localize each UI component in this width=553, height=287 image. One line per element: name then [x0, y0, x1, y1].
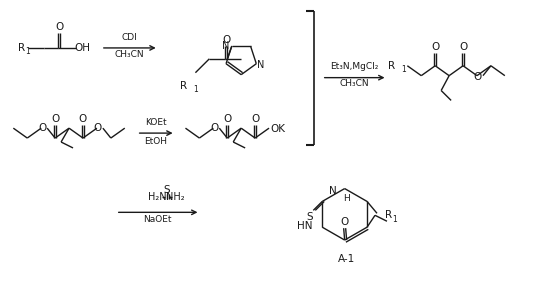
- Text: H₂N: H₂N: [148, 193, 167, 202]
- Text: S: S: [306, 212, 312, 222]
- Text: KOEt: KOEt: [145, 118, 166, 127]
- Text: O: O: [223, 114, 231, 124]
- Text: R: R: [180, 81, 187, 91]
- Text: H: H: [343, 194, 350, 203]
- Text: R: R: [388, 61, 395, 71]
- Text: N: N: [222, 41, 230, 51]
- Text: O: O: [474, 72, 482, 82]
- Text: O: O: [55, 22, 63, 32]
- Text: O: O: [94, 123, 102, 133]
- Text: A-1: A-1: [338, 254, 355, 264]
- Text: Et₃N,MgCl₂: Et₃N,MgCl₂: [331, 62, 379, 71]
- Text: N: N: [329, 185, 337, 195]
- Text: EtOH: EtOH: [144, 137, 167, 146]
- Text: 1: 1: [392, 215, 397, 224]
- Text: OK: OK: [270, 124, 285, 134]
- Text: OH: OH: [74, 43, 90, 53]
- Text: 1: 1: [194, 85, 198, 94]
- Text: O: O: [431, 42, 439, 52]
- Text: S: S: [163, 185, 170, 195]
- Text: 1: 1: [25, 47, 30, 56]
- Text: O: O: [341, 217, 349, 227]
- Text: R: R: [385, 210, 392, 220]
- Text: CH₃CN: CH₃CN: [115, 50, 144, 59]
- Text: O: O: [251, 114, 259, 124]
- Text: O: O: [459, 42, 467, 52]
- Text: HN: HN: [297, 221, 312, 231]
- Text: O: O: [222, 35, 231, 45]
- Text: O: O: [210, 123, 218, 133]
- Text: O: O: [79, 114, 87, 124]
- Text: NH₂: NH₂: [166, 193, 185, 202]
- Text: N: N: [257, 60, 265, 70]
- Text: 1: 1: [401, 65, 406, 74]
- Text: O: O: [38, 123, 46, 133]
- Text: R: R: [18, 43, 25, 53]
- Text: CH₃CN: CH₃CN: [340, 79, 369, 88]
- Text: O: O: [51, 114, 59, 124]
- Text: NaOEt: NaOEt: [143, 215, 172, 224]
- Text: CDI: CDI: [122, 32, 138, 42]
